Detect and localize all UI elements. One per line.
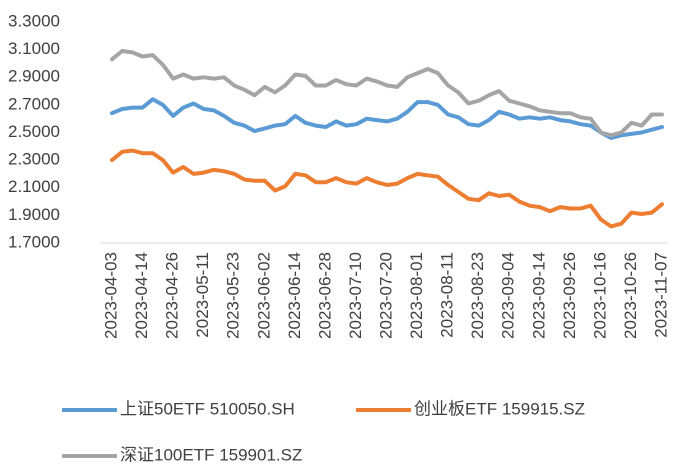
legend-label: 深证100ETF 159901.SZ bbox=[120, 445, 302, 464]
x-tick-label: 2023-08-11 bbox=[438, 252, 457, 338]
x-tick-label: 2023-06-28 bbox=[315, 252, 334, 339]
x-tick-label: 2023-06-02 bbox=[254, 252, 273, 339]
x-tick-label: 2023-10-26 bbox=[621, 252, 640, 339]
y-tick-label: 2.3000 bbox=[8, 150, 60, 169]
y-tick-label: 1.7000 bbox=[8, 232, 60, 251]
legend-label: 上证50ETF 510050.SH bbox=[120, 399, 295, 418]
x-tick-label: 2023-04-03 bbox=[101, 252, 120, 339]
x-tick-label: 2023-06-14 bbox=[285, 252, 304, 339]
y-tick-label: 2.7000 bbox=[8, 94, 60, 113]
series-line bbox=[110, 49, 664, 138]
x-tick-label: 2023-11-07 bbox=[651, 252, 670, 338]
x-tick-label: 2023-04-26 bbox=[163, 252, 182, 339]
x-tick-label: 2023-09-04 bbox=[499, 252, 518, 339]
x-tick-label: 2023-09-26 bbox=[560, 252, 579, 339]
y-tick-label: 2.5000 bbox=[8, 122, 60, 141]
x-tick-label: 2023-04-14 bbox=[132, 252, 151, 339]
y-tick-label: 3.3000 bbox=[8, 11, 60, 30]
x-tick-label: 2023-09-14 bbox=[529, 252, 548, 339]
x-tick-label: 2023-05-11 bbox=[193, 252, 212, 338]
x-tick-label: 2023-07-10 bbox=[346, 252, 365, 339]
y-tick-label: 3.1000 bbox=[8, 39, 60, 58]
y-tick-label: 2.9000 bbox=[8, 67, 60, 86]
y-tick-label: 2.1000 bbox=[8, 177, 60, 196]
x-tick-label: 2023-10-16 bbox=[590, 252, 609, 339]
series-line bbox=[110, 148, 664, 229]
x-tick-label: 2023-08-23 bbox=[468, 252, 487, 339]
x-tick-label: 2023-07-20 bbox=[376, 252, 395, 339]
x-tick-label: 2023-05-23 bbox=[224, 252, 243, 339]
legend-label: 创业板ETF 159915.SZ bbox=[414, 399, 585, 418]
series-line bbox=[110, 97, 664, 140]
x-tick-label: 2023-08-01 bbox=[407, 252, 426, 339]
y-tick-label: 1.9000 bbox=[8, 205, 60, 224]
